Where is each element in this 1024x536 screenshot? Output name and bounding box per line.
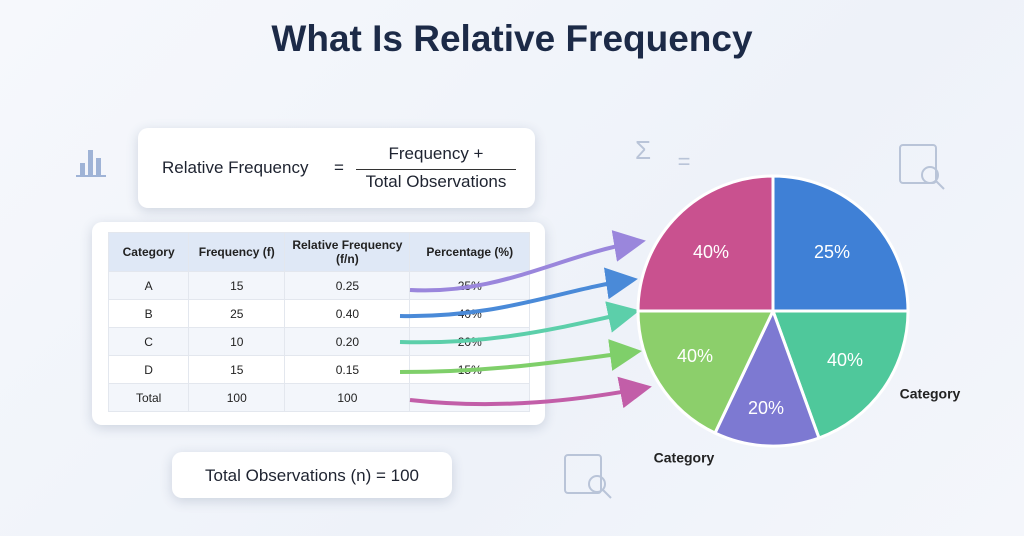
formula-box: Relative Frequency = Frequency + Total O… xyxy=(138,128,535,208)
table-row: C 10 0.20 20% xyxy=(107,327,530,356)
table-row: D 15 0.15 15% xyxy=(107,355,530,384)
analysis-icon xyxy=(564,454,612,499)
pie-slice xyxy=(770,309,910,440)
table-cell: 20% xyxy=(409,327,530,356)
slice-label: 40% xyxy=(677,346,713,366)
header-cell: Category xyxy=(107,232,190,272)
table-cell: 0.25 xyxy=(284,271,411,300)
table-cell: 0.15 xyxy=(284,355,411,384)
pie-slice xyxy=(636,174,775,313)
total-box: Total Observations (n) = 100 xyxy=(172,452,452,498)
table-cell: C xyxy=(107,327,190,356)
fraction-bar xyxy=(356,169,516,170)
table-cell: 25 xyxy=(188,299,286,328)
table-cell: 10 xyxy=(188,327,286,356)
header-cell: Relative Frequency (f/n) xyxy=(284,232,411,272)
bar-icon xyxy=(76,150,106,177)
table-cell: B xyxy=(107,299,190,328)
total-text: Total Observations (n) = 100 xyxy=(204,466,420,485)
table-row: A 15 0.25 25% xyxy=(107,271,530,300)
slice-label: 25% xyxy=(814,242,850,262)
formula-denominator: Total Observations xyxy=(365,172,507,191)
table-row: Total 100 100 xyxy=(107,383,530,412)
header-cell: Percentage (%) xyxy=(409,232,530,272)
pie-slice xyxy=(636,309,776,435)
pie-label: Category xyxy=(900,386,961,402)
page-title: What Is Relative Frequency xyxy=(271,18,753,59)
table-cell: 100 xyxy=(188,383,286,412)
table-cell: 100 xyxy=(284,383,411,412)
table-cell: 15 xyxy=(188,271,286,300)
table-cell: A xyxy=(107,271,190,300)
table-cell: Total xyxy=(107,383,190,412)
pie-slice xyxy=(771,174,910,313)
equals-icon: = xyxy=(678,149,691,174)
pie-slice xyxy=(713,307,821,448)
pie-label: Category xyxy=(654,450,715,466)
table-cell: D xyxy=(107,355,190,384)
frequency-table: Category Frequency (f) Relative Frequency … xyxy=(107,232,530,412)
formula-numerator: Frequency + xyxy=(388,144,484,163)
formula-label: Relative Frequency xyxy=(162,158,309,177)
table-cell: 25% xyxy=(409,271,530,300)
sigma-icon: Σ xyxy=(635,135,651,165)
report-icon xyxy=(899,144,945,190)
table-cell: 0.20 xyxy=(284,327,411,356)
pie xyxy=(636,174,910,448)
header-row: Category Frequency (f) Relative Frequency … xyxy=(107,232,530,272)
table-cell: 15 xyxy=(188,355,286,384)
table-cell: 15% xyxy=(409,355,530,384)
header-cell: Frequency (f) xyxy=(188,232,286,272)
table-cell: 40% xyxy=(409,299,530,328)
table-box: Category Frequency (f) Relative Frequency … xyxy=(92,222,545,425)
slice-label: 40% xyxy=(827,350,863,370)
formula-equals: = xyxy=(334,158,344,177)
slice-label: 20% xyxy=(748,398,784,418)
table-cell: 0.40 xyxy=(284,299,411,328)
table-cell xyxy=(409,383,530,412)
slice-label: 40% xyxy=(693,242,729,262)
table-row: B 25 0.40 40% xyxy=(107,299,530,328)
